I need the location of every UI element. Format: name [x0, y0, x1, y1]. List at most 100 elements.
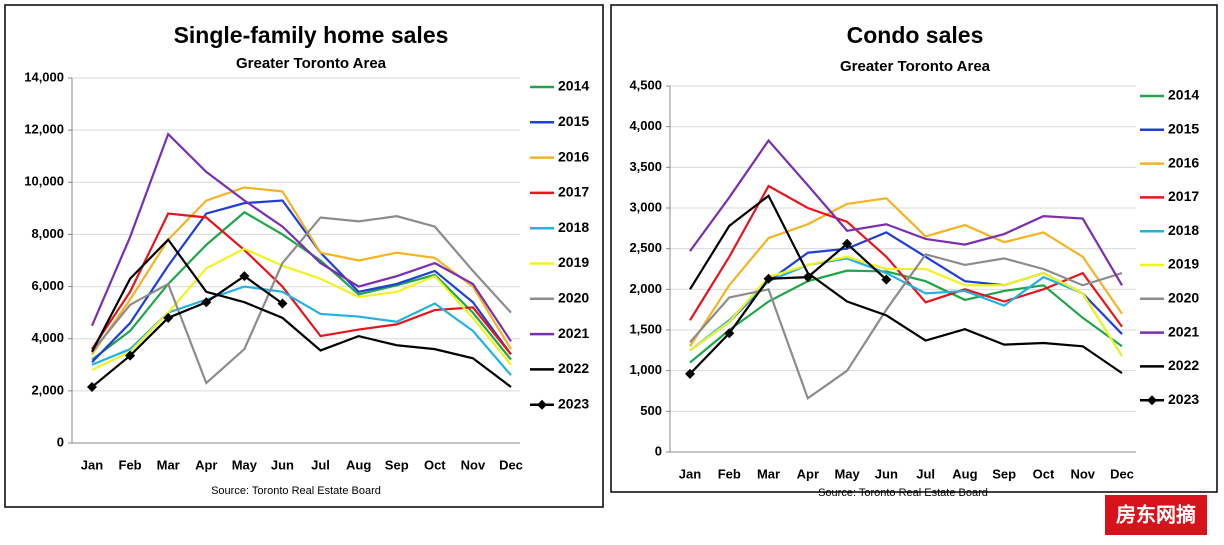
series-line	[689, 255, 1123, 357]
y-tick-label: 0	[655, 443, 662, 458]
legend-label: 2015	[1168, 121, 1199, 137]
x-tick-label: Aug	[346, 457, 371, 472]
x-tick-label: May	[232, 457, 258, 472]
chart-title: Single-family home sales	[174, 22, 449, 48]
series-line	[689, 269, 1123, 364]
x-tick-label: Jul	[916, 466, 935, 481]
legend-label: 2016	[1168, 154, 1199, 170]
y-tick-label: 6,000	[31, 278, 64, 293]
x-tick-label: Aug	[952, 466, 977, 481]
y-tick-label: 0	[57, 434, 64, 449]
point-marker	[201, 297, 212, 308]
point-marker	[277, 298, 288, 309]
legend-label: 2015	[558, 113, 589, 129]
legend-label: 2017	[558, 184, 589, 200]
legend-label: 2014	[558, 78, 589, 94]
x-tick-label: Jan	[679, 466, 701, 481]
x-tick-label: Apr	[195, 457, 217, 472]
legend-label: 2019	[1168, 256, 1199, 272]
point-marker	[724, 328, 735, 339]
x-tick-label: Jul	[311, 457, 330, 472]
x-tick-label: Jun	[875, 466, 898, 481]
y-tick-label: 14,000	[24, 69, 64, 84]
legend-label: 2014	[1168, 87, 1199, 103]
source: Source: Toronto Real Estate Board	[211, 485, 381, 497]
legend-label: 2023	[558, 395, 589, 411]
point-marker	[239, 271, 250, 282]
y-tick-label: 4,000	[629, 118, 662, 133]
legend-label: 2017	[1168, 188, 1199, 204]
point-marker	[802, 272, 813, 283]
x-tick-label: Mar	[157, 457, 180, 472]
y-tick-label: 500	[640, 403, 662, 418]
series-line	[91, 210, 512, 361]
y-tick-label: 1,500	[629, 321, 662, 336]
watermark-box	[1105, 495, 1207, 535]
x-tick-label: Dec	[499, 457, 523, 472]
series-line	[91, 215, 512, 385]
point-marker	[163, 312, 174, 323]
x-tick-label: Feb	[718, 466, 741, 481]
series-line	[689, 253, 1123, 401]
legend-marker	[537, 399, 547, 410]
chart-title: Condo sales	[847, 22, 984, 48]
y-tick-label: 4,500	[629, 77, 662, 92]
y-tick-label: 2,500	[629, 240, 662, 255]
chart-subtitle: Greater Toronto Area	[236, 55, 387, 72]
y-tick-label: 1,000	[629, 362, 662, 377]
series-line	[689, 197, 1123, 347]
x-tick-label: Nov	[1070, 466, 1095, 481]
series-line	[91, 186, 512, 355]
point-marker	[125, 350, 136, 361]
x-tick-label: May	[834, 466, 860, 481]
legend-marker	[1147, 395, 1157, 406]
legend-label: 2018	[1168, 222, 1199, 238]
series-line	[91, 274, 284, 388]
legend-label: 2021	[558, 325, 589, 341]
legend-label: 2021	[1168, 323, 1199, 339]
source: Source: Toronto Real Estate Board	[818, 487, 988, 499]
y-tick-label: 3,000	[629, 199, 662, 214]
point-marker	[881, 274, 892, 285]
y-tick-label: 2,000	[629, 281, 662, 296]
y-tick-label: 3,500	[629, 159, 662, 174]
legend-label: 2023	[1168, 391, 1199, 407]
x-tick-label: Feb	[119, 457, 142, 472]
x-tick-label: Nov	[461, 457, 486, 472]
legend-label: 2019	[558, 254, 589, 270]
series-line	[91, 199, 512, 363]
x-tick-label: Mar	[757, 466, 780, 481]
series-line	[689, 194, 1123, 375]
legend-label: 2022	[1168, 357, 1199, 373]
series-line	[689, 184, 1123, 328]
series-line	[91, 212, 512, 356]
x-tick-label: Oct	[424, 457, 446, 472]
x-tick-label: Sep	[385, 457, 409, 472]
series-line	[91, 237, 512, 388]
watermark: 房东网摘	[1116, 502, 1196, 526]
panel-border	[4, 4, 604, 508]
point-marker	[685, 368, 695, 379]
point-marker	[87, 381, 97, 392]
chart-subtitle: Greater Toronto Area	[840, 58, 991, 75]
point-marker	[842, 238, 853, 249]
series-line	[689, 138, 1123, 286]
x-tick-label: Apr	[797, 466, 819, 481]
legend-label: 2020	[558, 290, 589, 306]
series-line	[90, 132, 512, 342]
y-tick-label: 12,000	[24, 122, 64, 137]
point-marker	[763, 273, 774, 284]
x-tick-label: Dec	[1110, 466, 1134, 481]
x-tick-label: Oct	[1033, 466, 1055, 481]
y-tick-label: 2,000	[31, 382, 64, 397]
legend-label: 2020	[1168, 290, 1199, 306]
y-tick-label: 4,000	[31, 330, 64, 345]
x-tick-label: Jan	[81, 457, 103, 472]
legend-label: 2022	[558, 360, 589, 376]
panel-border	[610, 4, 1218, 493]
y-tick-label: 8,000	[31, 226, 64, 241]
x-tick-label: Jun	[271, 457, 294, 472]
series-line	[91, 247, 512, 371]
